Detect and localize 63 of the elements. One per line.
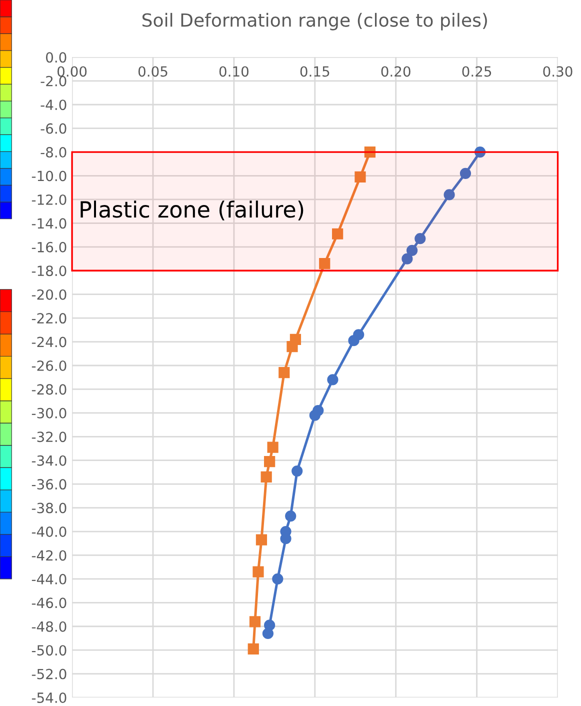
y-tick-label: -22.0: [32, 313, 66, 324]
point: [474, 146, 486, 158]
point: [460, 168, 472, 179]
point: [406, 244, 418, 256]
y-tick-label: -48.0: [32, 621, 66, 632]
y-tick-label: -44.0: [32, 574, 66, 584]
y-tick-label: -42.0: [32, 550, 66, 561]
y-tick-label: -34.0: [32, 455, 66, 466]
point: [327, 374, 338, 386]
x-tick-label: 0.30: [543, 66, 572, 77]
point: [444, 189, 455, 200]
y-tick-label: -32.0: [32, 432, 66, 442]
y-tick-label: -6.0: [40, 123, 66, 134]
point: [260, 471, 272, 483]
point: [267, 442, 278, 453]
y-tick-label: -38.0: [32, 502, 66, 514]
y-tick-label: -36.0: [32, 479, 66, 490]
y-tick-label: -20.0: [32, 289, 66, 300]
y-tick-label: -26.0: [32, 360, 66, 371]
y-tick-label: -18.0: [32, 266, 66, 276]
y-tick-label: -46.0: [32, 598, 66, 608]
y-tick-label: -50.0: [32, 645, 66, 656]
y-tick-label: -14.0: [32, 218, 66, 229]
point: [272, 573, 284, 584]
point: [249, 616, 261, 628]
x-tick-label: 0.25: [462, 66, 492, 77]
y-tick-label: -12.0: [32, 194, 66, 205]
point: [354, 171, 366, 183]
point: [402, 253, 413, 264]
point: [414, 233, 426, 244]
y-tick-label: -28.0: [32, 384, 66, 395]
point: [252, 566, 264, 578]
y-tick-label: -10.0: [32, 170, 66, 182]
chart-title: Soil Deformation range (close to piles): [142, 12, 487, 30]
point: [309, 410, 320, 421]
point: [262, 628, 274, 640]
point: [285, 510, 296, 522]
point: [278, 367, 290, 378]
point: [348, 335, 360, 346]
point: [292, 465, 303, 477]
point: [364, 146, 376, 158]
y-tick-label: -2.0: [40, 76, 66, 86]
point: [264, 456, 276, 468]
y-tick-label: -54.0: [32, 692, 66, 703]
band-label: Plastic zone (failure): [80, 200, 304, 220]
y-tick-label: -40.0: [32, 526, 66, 537]
point: [248, 643, 259, 654]
point: [256, 534, 268, 546]
y-tick-label: -16.0: [32, 242, 66, 252]
point: [319, 258, 330, 270]
point: [332, 228, 344, 240]
y-tick-label: -30.0: [32, 408, 66, 418]
x-tick-label: 0.05: [138, 66, 168, 77]
x-tick-label: 0.10: [219, 66, 248, 77]
y-tick-label: -4.0: [40, 100, 66, 110]
y-tick-label: -52.0: [32, 668, 66, 680]
y-tick-label: -24.0: [32, 336, 66, 348]
y-tick-label: 0.0: [46, 52, 66, 63]
point: [286, 340, 298, 352]
x-tick-label: 0.20: [381, 66, 410, 77]
x-tick-label: 0.15: [300, 66, 330, 77]
x-tick-label: 0.00: [58, 66, 87, 77]
y-tick-label: -8.0: [40, 147, 66, 158]
